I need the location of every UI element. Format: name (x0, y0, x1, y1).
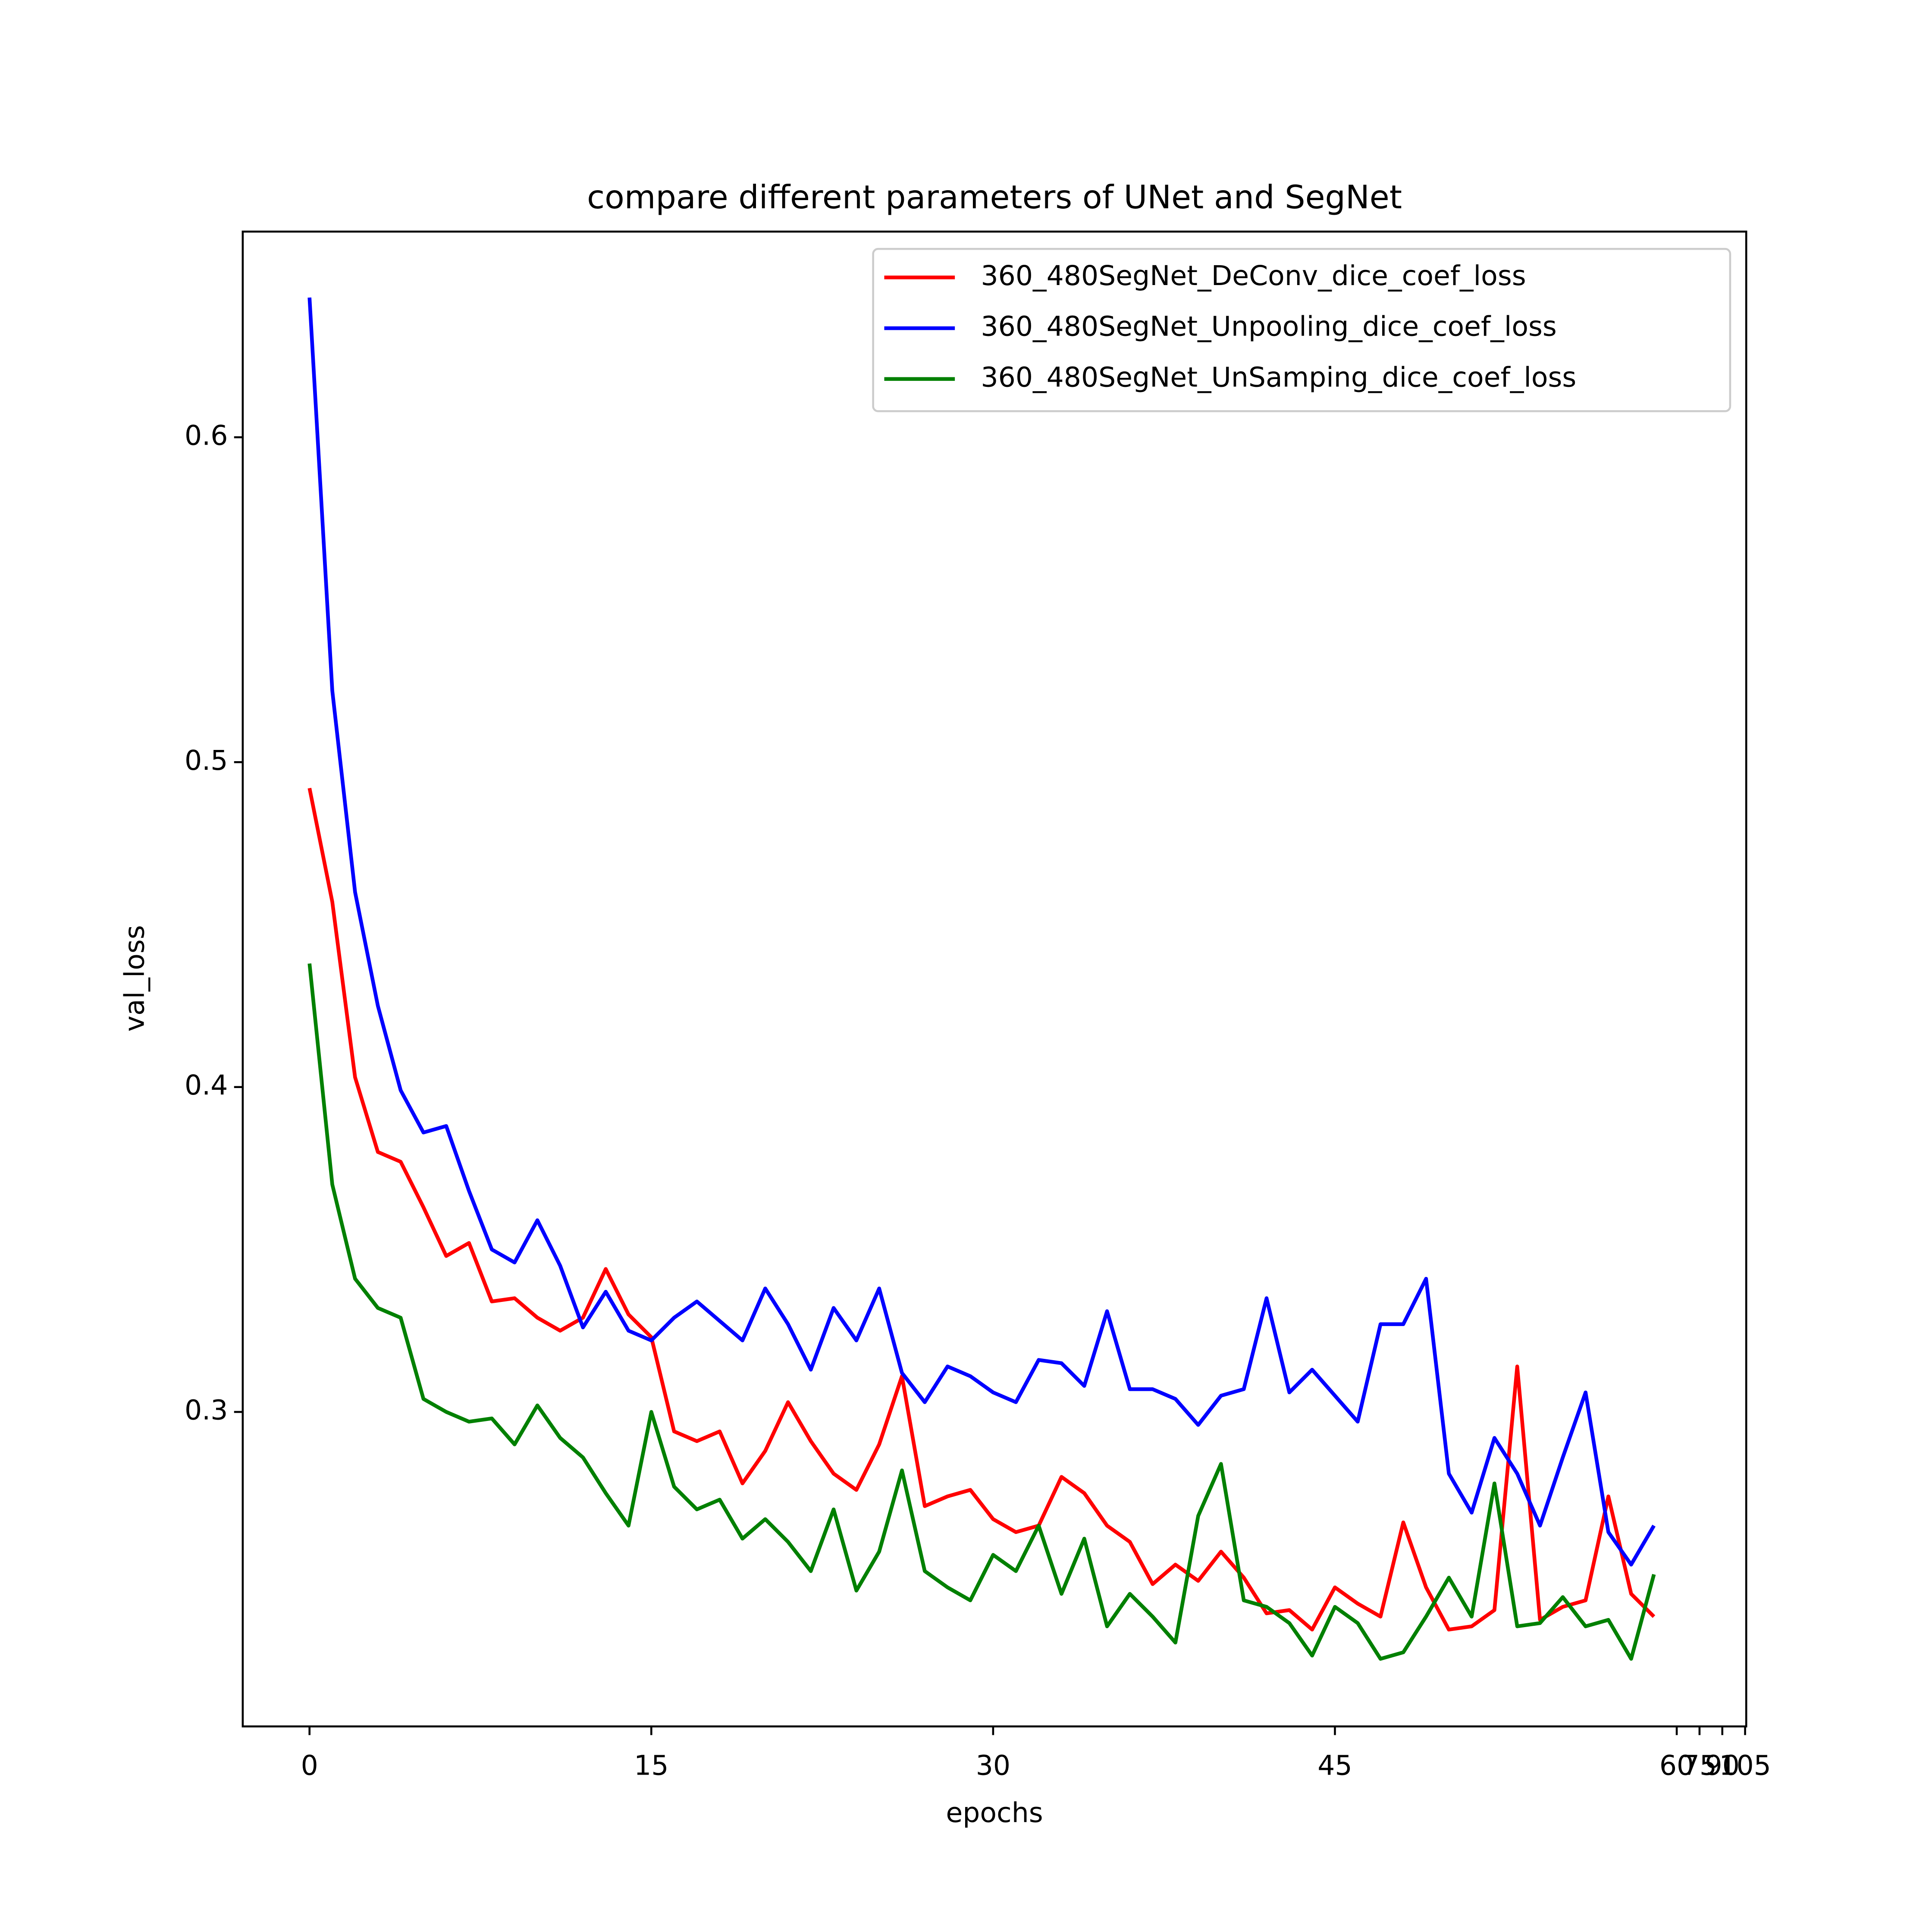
data-line (307, 297, 1656, 1567)
data-line (307, 963, 1656, 1661)
legend-label: 360_480SegNet_UnSamping_dice_coef_loss (981, 361, 1576, 393)
x-tick-label: 15 (634, 1750, 668, 1781)
x-tick-label: 75 (1682, 1750, 1717, 1781)
x-axis-label: epochs (946, 1797, 1043, 1828)
x-tick-label: 0 (301, 1750, 318, 1781)
y-axis-label: val_loss (118, 925, 150, 1032)
x-tick-label: 105 (1719, 1750, 1771, 1781)
chart-title: compare different parameters of UNet and… (587, 179, 1402, 216)
data-line (307, 787, 1656, 1632)
x-tick-label: 45 (1317, 1750, 1352, 1781)
x-tick-label: 90 (1705, 1750, 1740, 1781)
y-tick-label: 0.5 (185, 744, 228, 776)
legend-box (872, 248, 1731, 412)
plot-frame (242, 230, 1747, 1728)
legend-label: 360_480SegNet_DeConv_dice_coef_loss (981, 260, 1526, 292)
y-tick-label: 0.3 (185, 1394, 228, 1426)
x-tick-label: 60 (1659, 1750, 1694, 1781)
x-tick-label: 30 (976, 1750, 1010, 1781)
legend-label: 360_480SegNet_Unpooling_dice_coef_loss (981, 310, 1556, 342)
y-tick-label: 0.4 (185, 1069, 228, 1101)
y-tick-label: 0.6 (185, 419, 228, 451)
